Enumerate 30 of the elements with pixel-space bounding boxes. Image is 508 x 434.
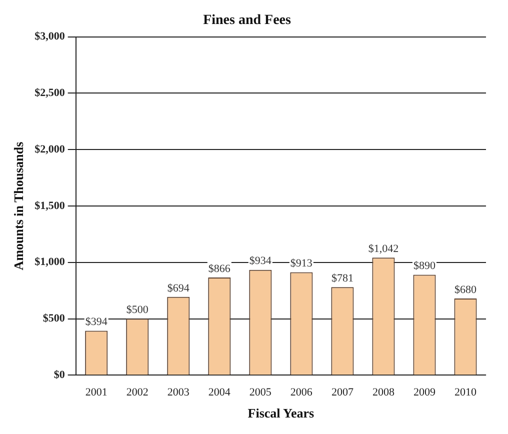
- data-label: $500: [126, 304, 149, 316]
- x-tick-label: 2004: [208, 386, 231, 399]
- data-label: $694: [167, 282, 190, 294]
- y-tick-label: $0: [54, 369, 66, 382]
- y-tick-label: $3,000: [34, 30, 66, 43]
- data-label: $913: [290, 258, 313, 270]
- data-label: $781: [331, 272, 354, 284]
- x-tick-label: 2001: [85, 386, 108, 399]
- x-tick-label: 2006: [290, 386, 313, 399]
- y-axis-title: Amounts in Thousands: [11, 142, 26, 270]
- data-label: $1,042: [368, 243, 399, 256]
- x-tick-label: 2005: [249, 386, 272, 399]
- x-tick-label: 2008: [372, 386, 395, 399]
- data-label: $890: [413, 260, 436, 272]
- data-label: $934: [249, 255, 272, 268]
- data-label: $680: [454, 284, 477, 296]
- y-tick-label: $2,500: [34, 87, 66, 100]
- y-tick-label: $1,500: [34, 200, 66, 212]
- data-label: $394: [85, 316, 108, 328]
- y-tick-label: $500: [42, 312, 66, 325]
- x-tick-label: 2007: [331, 386, 354, 399]
- y-tick-label: $1,000: [34, 256, 66, 268]
- y-tick-label: $2,000: [34, 143, 66, 156]
- x-tick-label: 2002: [126, 386, 148, 399]
- chart-title: Fines and Fees: [203, 13, 292, 28]
- x-tick-label: 2009: [413, 386, 436, 399]
- data-label: $866: [208, 262, 231, 275]
- x-axis-title: Fiscal Years: [248, 406, 314, 421]
- x-tick-label: 2003: [167, 386, 190, 399]
- x-tick-label: 2010: [454, 386, 477, 399]
